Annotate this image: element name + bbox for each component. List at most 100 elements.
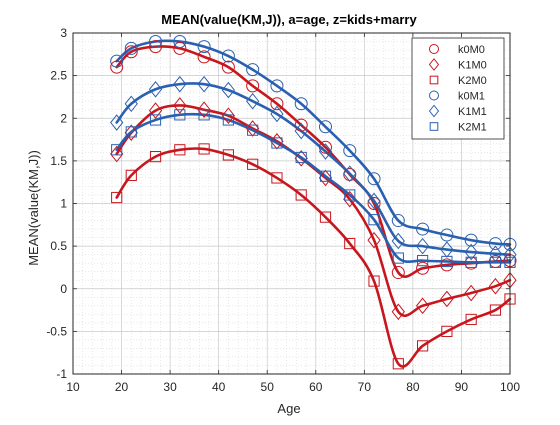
data-point-k2m1 bbox=[441, 255, 453, 268]
data-point-k1m0 bbox=[294, 150, 308, 167]
data-point-k2m1 bbox=[465, 256, 477, 268]
y-tick-label: 1.5 bbox=[50, 154, 67, 168]
legend-marker-k2m1 bbox=[429, 122, 439, 131]
x-tick-label: 30 bbox=[163, 380, 177, 394]
data-point-k0m1 bbox=[416, 222, 430, 236]
legend-marker-k1m1 bbox=[428, 104, 440, 118]
y-tick-label: 0.5 bbox=[50, 239, 67, 253]
data-point-k0m0 bbox=[246, 79, 260, 93]
data-point-k2m1 bbox=[344, 189, 356, 201]
data-point-k1m1 bbox=[110, 114, 124, 131]
data-point-k2m1 bbox=[198, 109, 210, 121]
data-point-k2m1 bbox=[222, 114, 234, 126]
y-axis-label: MEAN(value(KM,J)) bbox=[26, 150, 41, 266]
data-point-k1m0 bbox=[124, 124, 138, 142]
x-axis: 10 20 30 40 50 60 70 80 90 100 bbox=[66, 33, 520, 394]
data-point-k2m1 bbox=[247, 124, 259, 136]
legend-marker-k2m0 bbox=[429, 75, 439, 85]
data-point-k2m0 bbox=[465, 313, 477, 326]
data-point-k1m1 bbox=[391, 232, 405, 250]
data-point-k2m0 bbox=[489, 304, 502, 316]
data-point-k0m0 bbox=[173, 41, 187, 55]
data-point-k1m0 bbox=[148, 102, 163, 119]
data-point-k1m1 bbox=[440, 241, 454, 258]
data-point-k1m0 bbox=[246, 120, 260, 137]
legend-label-k0m0: k0M0 bbox=[458, 44, 485, 56]
data-point-k1m1 bbox=[343, 165, 357, 182]
data-point-k2m1 bbox=[319, 170, 332, 182]
data-point-k1m0 bbox=[173, 97, 187, 114]
data-point-k2m0 bbox=[295, 189, 307, 201]
series-line-k1m1 bbox=[115, 82, 512, 256]
series-markers bbox=[110, 35, 517, 370]
data-point-k0m1 bbox=[294, 97, 308, 111]
legend-box bbox=[411, 37, 505, 140]
minor-grid bbox=[73, 33, 510, 374]
data-point-k1m0 bbox=[415, 297, 430, 315]
data-point-k0m0 bbox=[294, 118, 308, 132]
data-point-k0m1 bbox=[367, 172, 381, 186]
data-point-k1m1 bbox=[124, 95, 138, 113]
data-point-k1m1 bbox=[415, 237, 430, 255]
data-point-k0m1 bbox=[197, 40, 211, 54]
data-point-k2m1 bbox=[392, 252, 404, 264]
data-point-k0m1 bbox=[221, 49, 235, 63]
legend-label-k2m0: K2M0 bbox=[458, 75, 487, 87]
data-point-k2m1 bbox=[417, 255, 429, 267]
legend-marker-k0m0 bbox=[429, 44, 439, 54]
data-point-k2m0 bbox=[111, 191, 123, 204]
series-line-k2m1 bbox=[115, 112, 512, 264]
y-tick-label: -0.5 bbox=[46, 324, 67, 338]
data-point-k0m1 bbox=[270, 79, 284, 93]
x-tick-label: 50 bbox=[261, 380, 275, 394]
data-point-k2m0 bbox=[198, 143, 210, 155]
data-point-k2m0 bbox=[319, 211, 332, 223]
x-tick-label: 80 bbox=[406, 380, 420, 394]
data-point-k2m0 bbox=[344, 237, 356, 250]
data-point-k2m0 bbox=[441, 325, 453, 337]
data-point-k1m0 bbox=[270, 132, 284, 150]
x-tick-label: 20 bbox=[115, 380, 129, 394]
data-point-k2m1 bbox=[174, 109, 186, 121]
data-point-k0m1 bbox=[464, 233, 478, 247]
data-point-k1m1 bbox=[270, 105, 284, 123]
x-tick-label: 60 bbox=[309, 380, 323, 394]
legend-label-k1m1: K1M1 bbox=[458, 106, 487, 118]
data-point-k2m0 bbox=[392, 358, 404, 370]
y-axis: -1 -0.5 0 0.5 1 1.5 2 2.5 3 bbox=[46, 26, 510, 381]
y-tick-label: 2 bbox=[60, 111, 67, 125]
data-point-k1m1 bbox=[173, 75, 187, 93]
data-point-k0m1 bbox=[440, 228, 454, 242]
data-point-k0m1 bbox=[391, 214, 405, 228]
legend-marker-k0m1 bbox=[429, 90, 439, 101]
series-line-k0m0 bbox=[115, 45, 512, 278]
data-point-k2m0 bbox=[247, 158, 259, 170]
data-point-k0m1 bbox=[488, 237, 502, 251]
y-tick-label: -1 bbox=[56, 367, 67, 381]
data-point-k2m0 bbox=[417, 340, 429, 352]
data-point-k0m0 bbox=[124, 45, 138, 59]
legend-label-k0m1: k0M1 bbox=[458, 91, 485, 103]
legend-label-k2m1: K2M1 bbox=[458, 122, 487, 134]
data-point-k0m1 bbox=[343, 144, 357, 158]
data-point-k1m0 bbox=[391, 303, 405, 321]
x-tick-label: 90 bbox=[455, 380, 469, 394]
y-tick-label: 3 bbox=[60, 26, 67, 40]
data-point-k1m0 bbox=[440, 290, 454, 308]
data-point-k0m1 bbox=[124, 41, 138, 55]
data-point-k0m1 bbox=[246, 63, 260, 77]
data-point-k1m1 bbox=[221, 81, 236, 99]
data-point-k2m1 bbox=[368, 214, 380, 226]
data-point-k1m0 bbox=[221, 107, 236, 124]
x-tick-label: 70 bbox=[358, 380, 372, 394]
data-point-k1m0 bbox=[197, 101, 211, 119]
data-point-k2m0 bbox=[222, 149, 234, 161]
series-line-k0m1 bbox=[115, 39, 512, 246]
data-point-k0m0 bbox=[197, 50, 211, 64]
data-point-k1m1 bbox=[294, 122, 308, 140]
data-point-k0m0 bbox=[440, 258, 454, 272]
data-point-k1m1 bbox=[148, 80, 163, 98]
data-point-k0m0 bbox=[110, 60, 124, 74]
y-tick-label: 0 bbox=[60, 282, 67, 296]
